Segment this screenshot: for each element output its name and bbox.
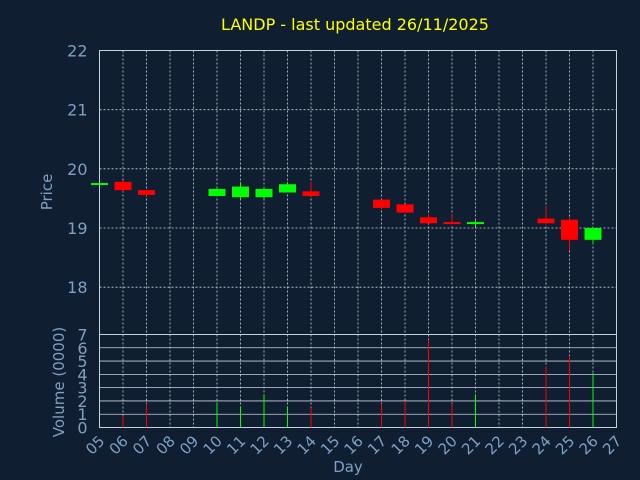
candle [302,181,320,197]
candle-body [91,183,108,186]
candle-body [467,222,484,225]
price-tick-label: 21 [67,101,87,120]
price-tick-label: 20 [67,160,87,179]
candle [584,226,602,245]
price-tick-label: 18 [67,278,87,297]
candle-body [255,188,273,198]
candle-body [138,190,155,195]
candle-body [561,219,578,240]
candle [467,220,484,227]
candle [114,180,132,192]
candle-body [396,204,414,213]
candle [255,186,273,199]
volume-tick-label: 5 [77,352,87,371]
volume-tick-label: 4 [77,365,87,384]
candle-body [302,191,320,197]
volume-bars [122,339,594,428]
volume-tick-label: 2 [77,392,87,411]
candle-body [420,217,437,224]
candle-body [279,184,296,193]
volume-tick-label: 7 [77,326,87,345]
candle [91,183,108,186]
candle [537,206,555,225]
volume-tick-label: 1 [77,405,87,424]
candles [91,180,602,251]
x-ticks: 0506070809101112131415161718192021222324… [82,432,625,458]
candle [561,217,578,251]
candle-body [114,181,132,191]
candle [279,181,296,193]
candle [396,204,414,213]
x-axis-label: Day [333,458,363,476]
price-tick-label: 22 [67,42,87,61]
candle [232,181,249,199]
candle-body [537,218,555,224]
candle-body [584,228,602,240]
candle-body [232,186,249,198]
candle-body [443,222,461,225]
candle [373,199,390,210]
volume-tick-label: 3 [77,379,87,398]
candle [138,190,155,197]
price-panel: 18 19 20 21 22 Price [38,42,617,335]
volume-tick-label: 6 [77,339,87,358]
price-tick-label: 19 [67,219,87,238]
candle [443,214,461,225]
price-y-ticks: 18 19 20 21 22 [67,42,87,298]
price-axis-label: Price [38,174,56,211]
candle-body [208,188,226,197]
candle [420,213,437,224]
volume-axis-label: Volume (0000) [50,327,68,437]
candle [208,187,226,197]
volume-tick-label: 0 [77,419,87,438]
chart-title: LANDP - last updated 26/11/2025 [221,15,489,34]
candle-body [373,199,390,208]
